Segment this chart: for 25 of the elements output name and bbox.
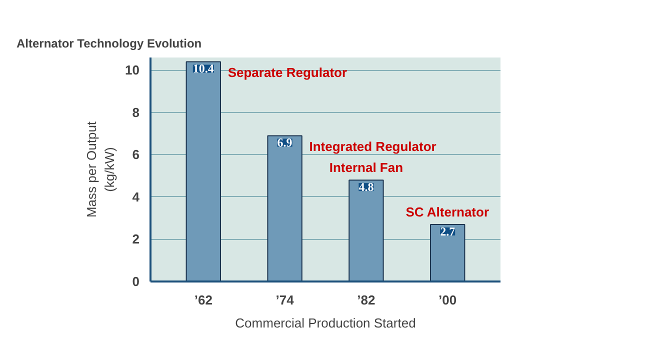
- x-tick-label: ’00: [438, 292, 457, 308]
- y-tick-label: 10: [125, 62, 140, 78]
- data-label: 10.4: [192, 62, 214, 76]
- y-tick-label: 0: [132, 274, 140, 289]
- data-label: 2.7: [440, 224, 456, 238]
- y-tick-label: 6: [132, 147, 140, 162]
- bar: [267, 135, 302, 282]
- y-tick-label: 2: [132, 232, 140, 247]
- x-tick-label: ’74: [276, 292, 295, 308]
- bar: [348, 180, 384, 282]
- data-label: 6.9: [277, 136, 292, 150]
- bar: [186, 61, 221, 282]
- annotation: Internal Fan: [329, 160, 404, 175]
- x-tick-label: ’62: [194, 292, 212, 308]
- data-label: 4.8: [358, 180, 374, 194]
- y-axis-title: Mass per Output (kg/kW): [84, 121, 118, 218]
- annotation: Separate Regulator: [228, 64, 348, 80]
- x-axis-title: Commercial Production Started: [235, 316, 416, 330]
- bar: [430, 224, 466, 282]
- chart-title: Alternator Technology Evolution: [16, 36, 202, 50]
- annotation: Integrated Regulator: [309, 138, 436, 154]
- y-tick-label: 8: [132, 104, 140, 120]
- annotation: SC Alternator: [406, 204, 490, 220]
- y-tick-label: 4: [132, 189, 140, 204]
- x-tick-label: ’82: [357, 292, 376, 308]
